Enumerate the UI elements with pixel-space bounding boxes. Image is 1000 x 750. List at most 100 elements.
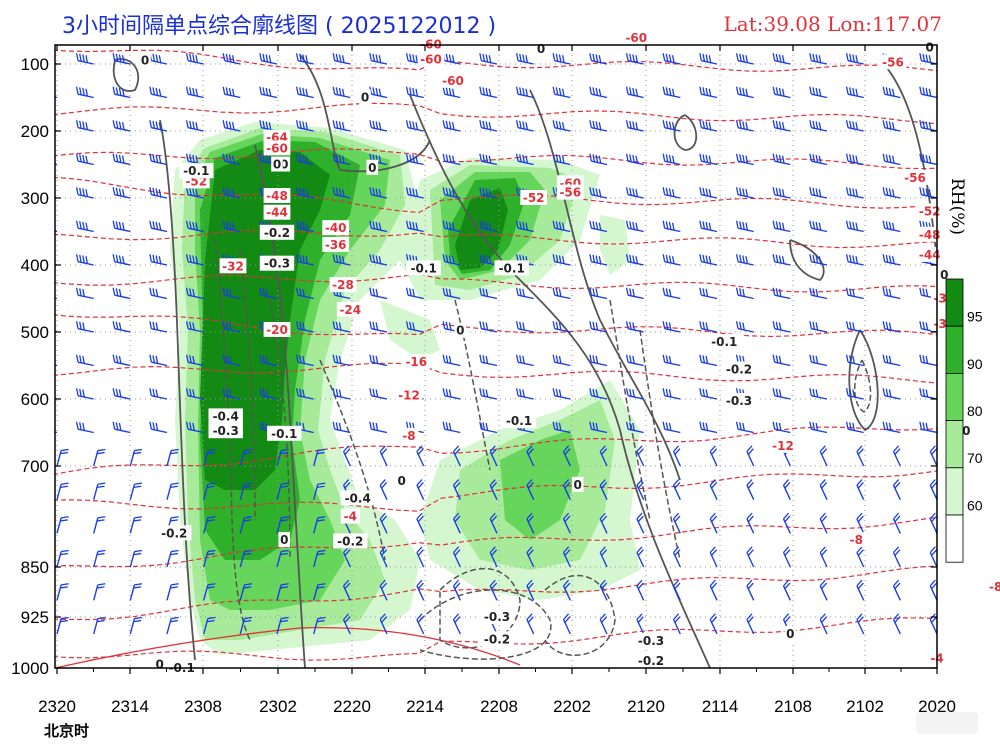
wind-barb-flag	[479, 153, 482, 162]
wind-barb-flag	[925, 154, 929, 163]
wind-barb-flag	[412, 288, 415, 297]
wind-barb-flag	[809, 354, 812, 363]
wind-barb-flag	[809, 187, 812, 195]
wind-barb-shaft	[627, 361, 644, 367]
wind-barb-flag	[925, 355, 929, 364]
wind-barb-flag	[592, 53, 596, 62]
wind-barb-flag	[375, 188, 379, 197]
wind-barb-shaft	[664, 227, 681, 233]
wind-barb-flag	[775, 53, 779, 62]
wind-barb-flag	[745, 155, 749, 164]
wind-barb-flag	[919, 321, 922, 329]
wind-barb-flag	[158, 122, 162, 130]
wind-barb-flag	[775, 422, 779, 430]
wind-barb-flag	[192, 54, 195, 63]
wind-barb-flag	[555, 422, 559, 430]
wind-barb-flag	[115, 288, 119, 296]
wind-barb-flag	[665, 120, 669, 129]
wind-barb-flag	[522, 322, 525, 331]
wind-barb-flag	[244, 448, 253, 452]
wind-barb-flag	[894, 549, 901, 556]
wind-barb-flag	[38, 154, 42, 161]
wind-barb-flag	[601, 549, 608, 556]
wind-barb-flag	[228, 322, 232, 331]
wind-barb	[313, 616, 326, 635]
wind-barb-shaft	[151, 428, 168, 434]
temperature-label-bg	[417, 51, 445, 67]
wind-barb-flag	[708, 189, 712, 197]
wind-barb	[129, 549, 143, 568]
wind-barb	[379, 479, 388, 500]
wind-barb-shaft	[151, 294, 168, 300]
wind-barb-flag	[592, 422, 596, 430]
wind-barb	[75, 220, 94, 233]
wind-barb-flag	[442, 187, 446, 195]
temperature-label: -44	[266, 206, 288, 220]
wind-barb-shaft	[517, 294, 534, 300]
wind-barb-flag	[629, 388, 632, 397]
wind-barb-flag	[115, 53, 119, 62]
omega-label: 0	[962, 424, 970, 438]
wind-barb-flag	[45, 155, 49, 162]
wind-barb-flag	[629, 254, 632, 263]
wind-barb-shaft	[56, 584, 62, 601]
wind-barb-flag	[489, 579, 496, 587]
wind-barb	[442, 388, 461, 400]
wind-barb	[185, 254, 204, 266]
omega-label-bg	[259, 224, 295, 240]
wind-barb-flag	[335, 87, 339, 95]
temperature-label: -12	[772, 439, 794, 453]
wind-barb-flag	[448, 154, 452, 163]
wind-barb-flag	[243, 485, 252, 488]
wind-barb-flag	[636, 579, 643, 587]
wind-barb-flag	[589, 421, 592, 430]
wind-barb-flag	[931, 515, 937, 523]
wind-barb-flag	[207, 448, 216, 452]
wind-barb	[405, 287, 424, 300]
omega-label: 0	[786, 627, 794, 641]
wind-barb-flag	[632, 355, 635, 364]
wind-barb-flag	[192, 87, 195, 96]
wind-barb-flag	[922, 288, 926, 296]
wind-barb-flag	[894, 616, 901, 623]
wind-barb	[662, 321, 681, 333]
omega-contour-negative	[319, 359, 386, 561]
wind-barb-flag	[206, 586, 215, 589]
omega-label: 0	[361, 91, 369, 105]
wind-barb-shaft	[664, 361, 681, 367]
wind-barb-flag	[171, 482, 179, 485]
wind-barb-flag	[671, 155, 675, 164]
wind-barb-flag	[445, 120, 449, 129]
wind-barb-flag	[561, 55, 565, 63]
wind-barb-flag	[409, 288, 412, 296]
watermark	[916, 712, 978, 734]
wind-barb-flag	[343, 579, 350, 587]
wind-barb-flag	[295, 120, 299, 128]
wind-barb-shaft	[93, 618, 99, 635]
wind-barb-flag	[85, 222, 89, 231]
wind-barb-flag	[527, 448, 534, 455]
wind-barb	[56, 482, 69, 500]
wind-barb-flag	[778, 255, 782, 264]
wind-barb-shaft	[151, 394, 168, 400]
wind-barb-flag	[852, 121, 855, 130]
wind-barb-flag	[259, 187, 262, 195]
wind-barb-flag	[335, 254, 339, 263]
wind-barb-shaft	[114, 193, 131, 199]
wind-barb-flag	[442, 421, 446, 430]
temperature-label: -8	[850, 533, 863, 547]
wind-barb	[552, 220, 571, 233]
wind-barb-shaft	[892, 585, 901, 601]
wind-barb	[479, 388, 498, 400]
wind-barb-flag	[775, 254, 779, 263]
wind-barb-flag	[453, 546, 460, 553]
wind-barb-flag	[295, 86, 299, 95]
wind-barb	[772, 287, 791, 300]
wind-barb	[222, 354, 241, 367]
wind-barb	[332, 421, 351, 434]
wind-barb-flag	[592, 321, 596, 330]
wind-barb	[746, 479, 755, 500]
wind-barb-flag	[772, 321, 776, 329]
wind-barb-shaft	[371, 59, 388, 65]
